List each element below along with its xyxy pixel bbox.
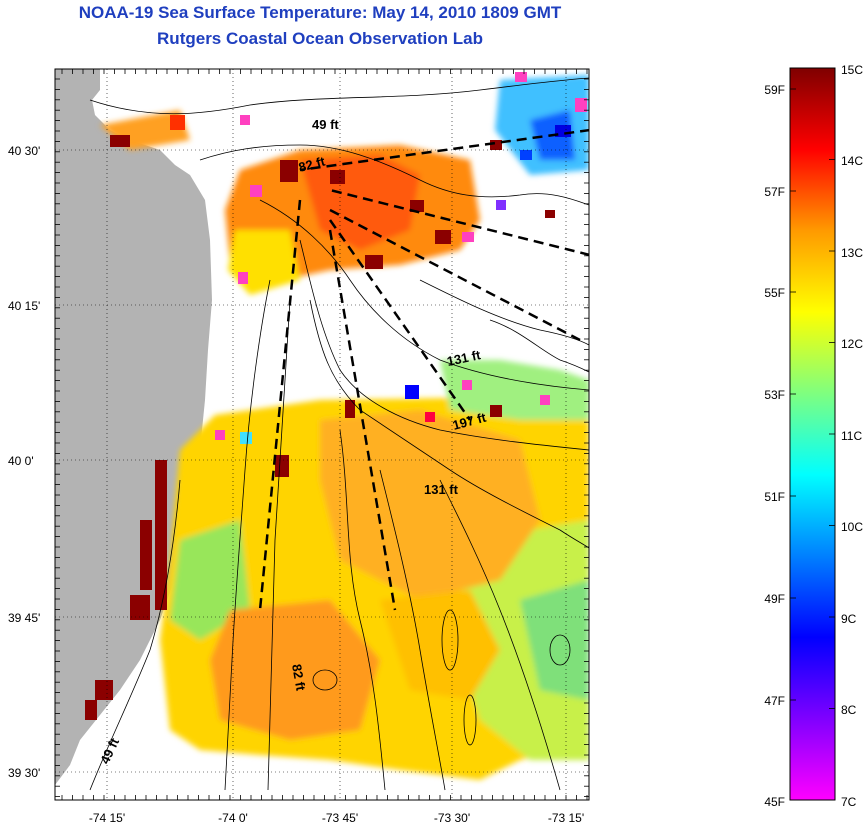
lon-label: -74 15' xyxy=(89,811,125,825)
land-area xyxy=(55,69,212,785)
lat-label: 39 45' xyxy=(8,611,40,625)
lon-label: -73 45' xyxy=(322,811,358,825)
celsius-label: 15C xyxy=(841,63,863,77)
celsius-label: 7C xyxy=(841,795,857,809)
celsius-label: 9C xyxy=(841,612,857,626)
celsius-label: 14C xyxy=(841,154,863,168)
lat-label: 40 30' xyxy=(8,144,40,158)
celsius-label: 11C xyxy=(841,429,862,443)
bathymetry-contours xyxy=(89,77,589,791)
sst-field xyxy=(100,75,589,780)
fahrenheit-label: 45F xyxy=(764,795,785,809)
frame-ticks xyxy=(55,69,589,800)
fahrenheit-labels: 59F 57F 55F 53F 51F 49F 47F 45F xyxy=(764,83,785,809)
depth-label: 131 ft xyxy=(424,482,459,497)
lon-label: -73 30' xyxy=(434,811,470,825)
fahrenheit-label: 55F xyxy=(764,286,785,300)
celsius-label: 12C xyxy=(841,337,863,351)
depth-label: 82 ft xyxy=(297,153,327,175)
lat-label: 40 15' xyxy=(8,299,40,313)
map-frame xyxy=(54,68,590,801)
lon-label: -73 15' xyxy=(548,811,584,825)
colorbar-ticks xyxy=(790,67,835,801)
sst-pixels xyxy=(85,72,587,720)
celsius-label: 8C xyxy=(841,703,857,717)
celsius-label: 13C xyxy=(841,246,863,260)
celsius-label: 10C xyxy=(841,520,863,534)
fahrenheit-label: 57F xyxy=(764,185,785,199)
fahrenheit-label: 51F xyxy=(764,490,785,504)
colorbar-scale xyxy=(789,67,836,801)
lat-label: 40 0' xyxy=(8,454,34,468)
transect-lines xyxy=(258,128,589,611)
map-title: NOAA-19 Sea Surface Temperature: May 14,… xyxy=(78,3,562,22)
longitude-labels: -74 15' -74 0' -73 45' -73 30' -73 15' xyxy=(89,811,584,825)
map-subtitle: Rutgers Coastal Ocean Observation Lab xyxy=(157,29,483,48)
depth-label: 82 ft xyxy=(289,663,309,693)
lon-label: -74 0' xyxy=(218,811,248,825)
fahrenheit-label: 53F xyxy=(764,388,785,402)
celsius-labels: 15C 14C 13C 12C 11C 10C 9C 8C 7C xyxy=(841,63,863,809)
depth-label: 49 ft xyxy=(312,117,339,132)
latitude-labels: 40 30' 40 15' 40 0' 39 45' 39 30' xyxy=(8,144,40,780)
depth-label: 131 ft xyxy=(446,347,483,369)
fahrenheit-label: 47F xyxy=(764,694,785,708)
lat-label: 39 30' xyxy=(8,766,40,780)
fahrenheit-label: 49F xyxy=(764,592,785,606)
fahrenheit-label: 59F xyxy=(764,83,785,97)
grid-lines xyxy=(55,69,589,800)
